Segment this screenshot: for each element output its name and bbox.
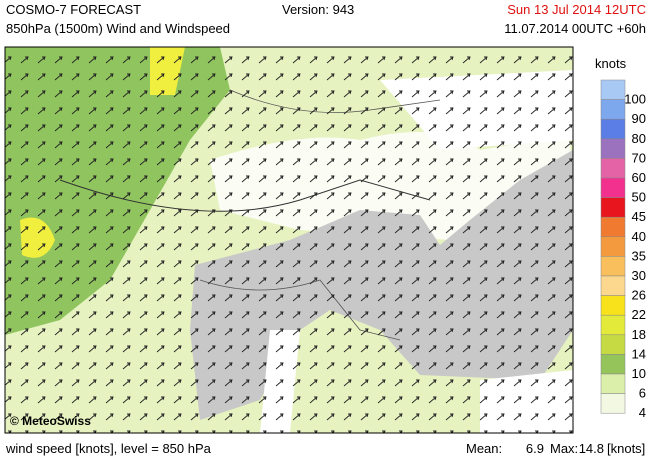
copyright: © MeteoSwiss bbox=[10, 414, 91, 428]
legend-swatch bbox=[600, 334, 626, 355]
legend-label: 100 bbox=[624, 92, 646, 107]
run-time: 11.07.2014 00UTC +60h bbox=[504, 21, 646, 36]
legend-swatch bbox=[600, 275, 626, 296]
legend-label: 40 bbox=[632, 229, 646, 244]
legend-swatch bbox=[600, 79, 626, 100]
legend-label: 70 bbox=[632, 150, 646, 165]
version: Version: 943 bbox=[282, 2, 354, 17]
legend-label: 26 bbox=[632, 288, 646, 303]
legend-title: knots bbox=[595, 56, 627, 71]
subtitle: 850hPa (1500m) Wind and Windspeed bbox=[6, 21, 230, 36]
mean-value: 6.9 bbox=[526, 441, 544, 456]
legend-label: 4 bbox=[639, 405, 646, 420]
legend-swatch bbox=[600, 177, 626, 198]
max-value: 14.8 bbox=[579, 441, 604, 456]
legend-swatch bbox=[600, 216, 626, 238]
legend-label: 35 bbox=[632, 248, 646, 263]
legend-label: 45 bbox=[632, 209, 646, 224]
legend-swatch bbox=[600, 197, 626, 218]
mean-label: Mean: bbox=[466, 441, 502, 456]
legend-swatch bbox=[600, 158, 626, 179]
map-frame bbox=[4, 46, 574, 434]
legend-swatch bbox=[600, 314, 626, 336]
valid-time: Sun 13 Jul 2014 12UTC bbox=[507, 2, 646, 17]
legend-swatch bbox=[600, 295, 626, 316]
legend-swatch bbox=[600, 138, 626, 159]
legend-label: 30 bbox=[632, 268, 646, 283]
legend-swatch bbox=[600, 354, 626, 375]
legend-swatch bbox=[600, 393, 626, 414]
footer-description: wind speed [knots], level = 850 hPa bbox=[5, 441, 212, 456]
map bbox=[5, 47, 573, 433]
legend-label: 6 bbox=[639, 386, 646, 401]
legend: 100 90 80 70 60 50 45 40 35 30 26 22 18 14 10 6 4 bbox=[600, 79, 646, 420]
legend-swatch bbox=[600, 236, 626, 257]
legend-label: 22 bbox=[632, 307, 646, 322]
title: COSMO-7 FORECAST bbox=[6, 2, 141, 17]
legend-swatch bbox=[600, 373, 626, 394]
legend-label: 50 bbox=[632, 190, 646, 205]
legend-label: 10 bbox=[632, 366, 646, 381]
unit: [knots] bbox=[607, 441, 645, 456]
legend-label: 14 bbox=[632, 346, 646, 361]
legend-label: 18 bbox=[632, 327, 646, 342]
legend-swatch bbox=[600, 256, 626, 277]
max-label: Max: bbox=[550, 441, 578, 456]
legend-label: 90 bbox=[632, 111, 646, 126]
legend-swatch bbox=[600, 99, 626, 120]
legend-label: 80 bbox=[632, 131, 646, 146]
legend-label: 60 bbox=[632, 170, 646, 185]
legend-swatch bbox=[600, 118, 626, 140]
